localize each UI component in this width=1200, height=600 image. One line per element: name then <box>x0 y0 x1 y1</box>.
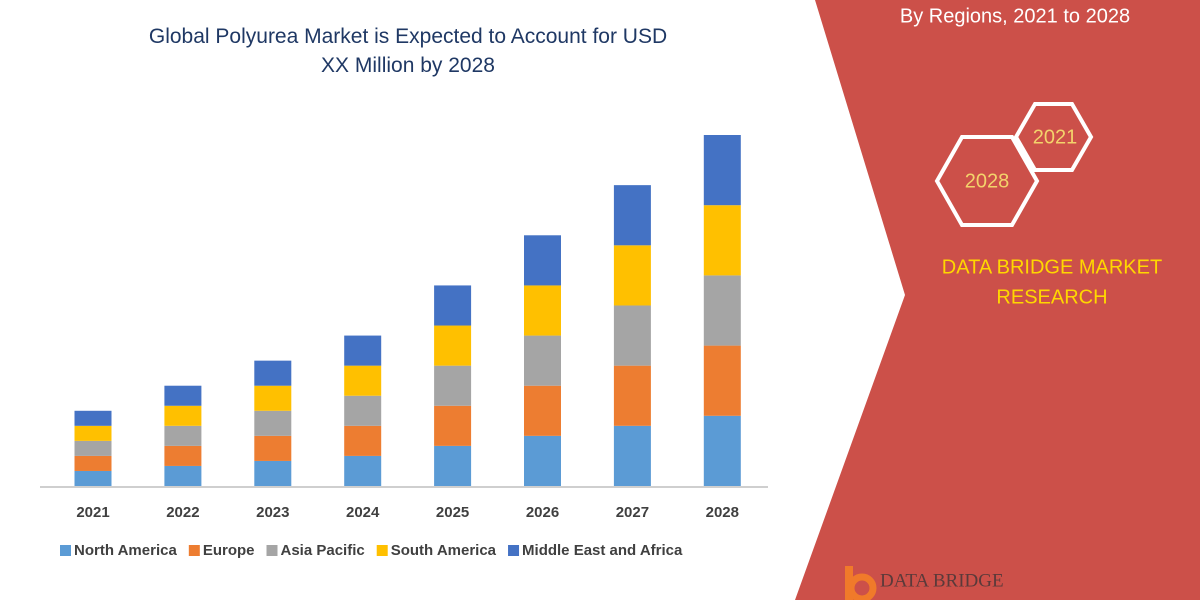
bar-segment <box>164 445 202 466</box>
bar-segment <box>703 135 741 206</box>
legend-label: Middle East and Africa <box>522 542 683 559</box>
bar-segment <box>434 445 472 486</box>
legend-label: Asia Pacific <box>281 542 365 559</box>
bar-segment <box>74 455 112 471</box>
x-tick-label: 2028 <box>706 504 739 521</box>
panel-heading: By Regions, 2021 to 2028 <box>900 5 1130 27</box>
hexagon <box>934 135 1040 227</box>
bar-segment <box>254 435 292 461</box>
hex-label: 2028 <box>965 170 1010 192</box>
bar-segment <box>254 360 292 386</box>
bar-segment <box>524 235 561 286</box>
x-tick-label: 2021 <box>76 504 109 521</box>
x-tick-label: 2027 <box>616 504 649 521</box>
side-panel <box>795 0 1200 600</box>
logo-icon <box>847 573 877 600</box>
bar-segment <box>703 205 741 276</box>
bar-segment <box>703 275 741 346</box>
bar-segment <box>164 465 202 486</box>
logo-text: DATA BRIDGE <box>880 570 1004 591</box>
x-tick-label: 2026 <box>526 504 559 521</box>
bar-segment <box>164 425 202 446</box>
bar-segment <box>524 385 561 436</box>
brand-text: RESEARCH <box>996 286 1107 308</box>
x-tick-label: 2025 <box>436 504 469 521</box>
legend-label: Europe <box>203 542 255 559</box>
hex-label: 2021 <box>1033 126 1078 148</box>
bar-segment <box>524 435 561 486</box>
bar-segment <box>344 335 382 366</box>
bar-segment <box>703 345 741 416</box>
bar-segment <box>434 325 472 366</box>
bar-segment <box>613 425 651 486</box>
bar-segment <box>524 335 561 386</box>
legend-swatch <box>60 545 71 556</box>
bar-segment <box>74 410 112 426</box>
bar-segment <box>434 365 472 406</box>
legend-swatch <box>376 545 388 556</box>
bar-segment <box>344 425 382 456</box>
bar-segment <box>254 385 292 411</box>
bar-segment <box>254 410 292 436</box>
bar-segment <box>164 405 202 426</box>
brand-text: DATA BRIDGE MARKET <box>942 256 1162 278</box>
bar-segment <box>613 185 651 246</box>
bar-segment <box>524 285 561 336</box>
legend-label: North America <box>74 542 177 559</box>
bar-segment <box>613 365 651 426</box>
x-tick-label: 2022 <box>166 504 199 521</box>
bar-segment <box>344 395 382 426</box>
legend-swatch <box>508 545 520 556</box>
bar-segment <box>74 440 112 456</box>
bar-segment <box>434 285 472 326</box>
bar-segment <box>344 365 382 396</box>
bar-segment <box>164 385 202 406</box>
bar-segment <box>254 460 292 486</box>
bar-segment <box>613 305 651 366</box>
chart-title: Global Polyurea Market is Expected to Ac… <box>148 25 668 77</box>
legend-swatch <box>188 545 200 556</box>
x-tick-label: 2024 <box>346 504 380 521</box>
legend-label: South America <box>391 542 497 559</box>
bar-segment <box>344 455 382 486</box>
bar-segment <box>613 245 651 306</box>
hexagon <box>1013 102 1094 172</box>
bar-segment <box>703 415 741 486</box>
bar-segment <box>434 405 472 446</box>
bar-segment <box>74 425 112 441</box>
x-tick-label: 2023 <box>256 504 289 521</box>
bar-segment <box>74 470 112 486</box>
legend-swatch <box>266 545 278 556</box>
